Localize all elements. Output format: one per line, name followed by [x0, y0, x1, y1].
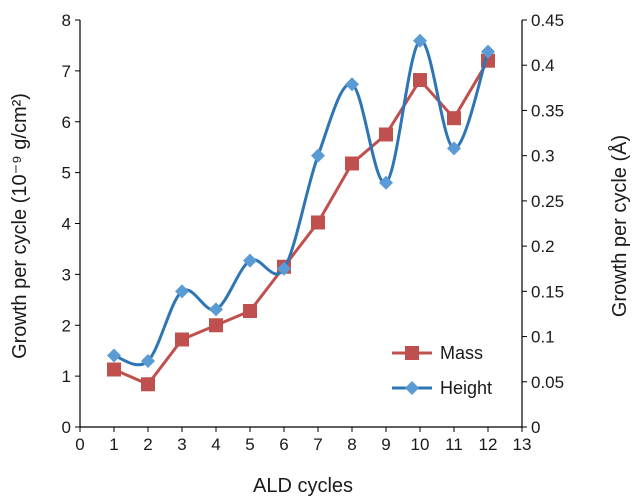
x-tick-label: 5 — [245, 435, 254, 454]
data-point-mass — [243, 304, 257, 319]
data-point-height — [175, 284, 189, 299]
x-tick-label: 1 — [109, 435, 118, 454]
series-height-line — [113, 39, 490, 367]
data-point-mass — [209, 318, 223, 333]
y-left-tick-label: 6 — [62, 113, 71, 132]
y-right-tick-label: 0 — [531, 418, 540, 437]
legend-mass-label: Mass — [440, 343, 483, 363]
data-point-height — [345, 77, 359, 92]
data-point-height — [141, 353, 155, 368]
x-axis-title: ALD cycles — [253, 475, 353, 497]
x-tick-label: 7 — [313, 435, 322, 454]
x-tick-label: 0 — [75, 435, 84, 454]
legend: Mass Height — [392, 343, 492, 398]
data-point-mass — [447, 111, 461, 126]
data-point-height — [277, 261, 291, 276]
series-height — [107, 33, 495, 368]
data-point-mass — [379, 127, 393, 142]
y-left-tick-label: 3 — [62, 265, 71, 284]
y-left-tick-label: 4 — [62, 215, 71, 234]
legend-mass-marker — [405, 346, 419, 360]
legend-item-mass: Mass — [392, 343, 483, 363]
data-point-height — [107, 348, 121, 363]
data-point-height — [413, 33, 427, 48]
data-point-height — [243, 253, 257, 268]
y-right-tick-label: 0.15 — [531, 282, 564, 301]
x-tick-label: 8 — [347, 435, 356, 454]
data-point-height — [209, 302, 223, 317]
y-right-tick-label: 0.4 — [531, 56, 555, 75]
data-point-mass — [311, 215, 325, 230]
ticks: 0 1 2 3 4 5 6 7 8 9 10 11 12 1301234567800.050.10.150… — [62, 11, 565, 454]
legend-item-height: Height — [392, 378, 492, 398]
x-tick-label: 6 — [279, 435, 288, 454]
legend-height-label: Height — [440, 378, 492, 398]
data-point-mass — [107, 362, 121, 377]
data-point-mass — [345, 156, 359, 171]
data-point-height — [379, 175, 393, 190]
data-point-height — [447, 141, 461, 156]
data-point-mass — [141, 377, 155, 392]
data-point-mass — [413, 73, 427, 88]
y-right-tick-label: 0.1 — [531, 328, 555, 347]
y-left-tick-label: 8 — [62, 11, 71, 30]
y-right-tick-label: 0.3 — [531, 147, 555, 166]
x-tick-label: 4 — [211, 435, 220, 454]
y-left-tick-label: 0 — [62, 418, 71, 437]
y-left-tick-label: 7 — [62, 62, 71, 81]
y-right-tick-label: 0.05 — [531, 373, 564, 392]
data-point-mass — [175, 332, 189, 347]
y-left-tick-label: 1 — [62, 367, 71, 386]
y-right-tick-label: 0.35 — [531, 101, 564, 120]
series-layer — [107, 33, 495, 392]
x-tick-label: 9 — [381, 435, 390, 454]
x-tick-label: 10 — [411, 435, 430, 454]
y-right-tick-label: 0.45 — [531, 11, 564, 30]
x-tick-label: 3 — [177, 435, 186, 454]
y-right-tick-label: 0.2 — [531, 237, 555, 256]
data-point-height — [311, 148, 325, 163]
y-left-tick-label: 5 — [62, 164, 71, 183]
y-axis-right-title: Growth per cycle (Å) — [608, 135, 631, 317]
data-point-height — [481, 44, 495, 59]
y-right-tick-label: 0.25 — [531, 192, 564, 211]
x-tick-label: 2 — [143, 435, 152, 454]
y-left-tick-label: 2 — [62, 316, 71, 335]
x-tick-label: 13 — [513, 435, 532, 454]
x-tick-label: 11 — [445, 435, 463, 454]
y-axis-left-title: Growth per cycle (10⁻⁹ g/cm²) — [9, 93, 31, 359]
x-tick-label: 12 — [479, 435, 498, 454]
legend-height-marker — [405, 381, 419, 395]
